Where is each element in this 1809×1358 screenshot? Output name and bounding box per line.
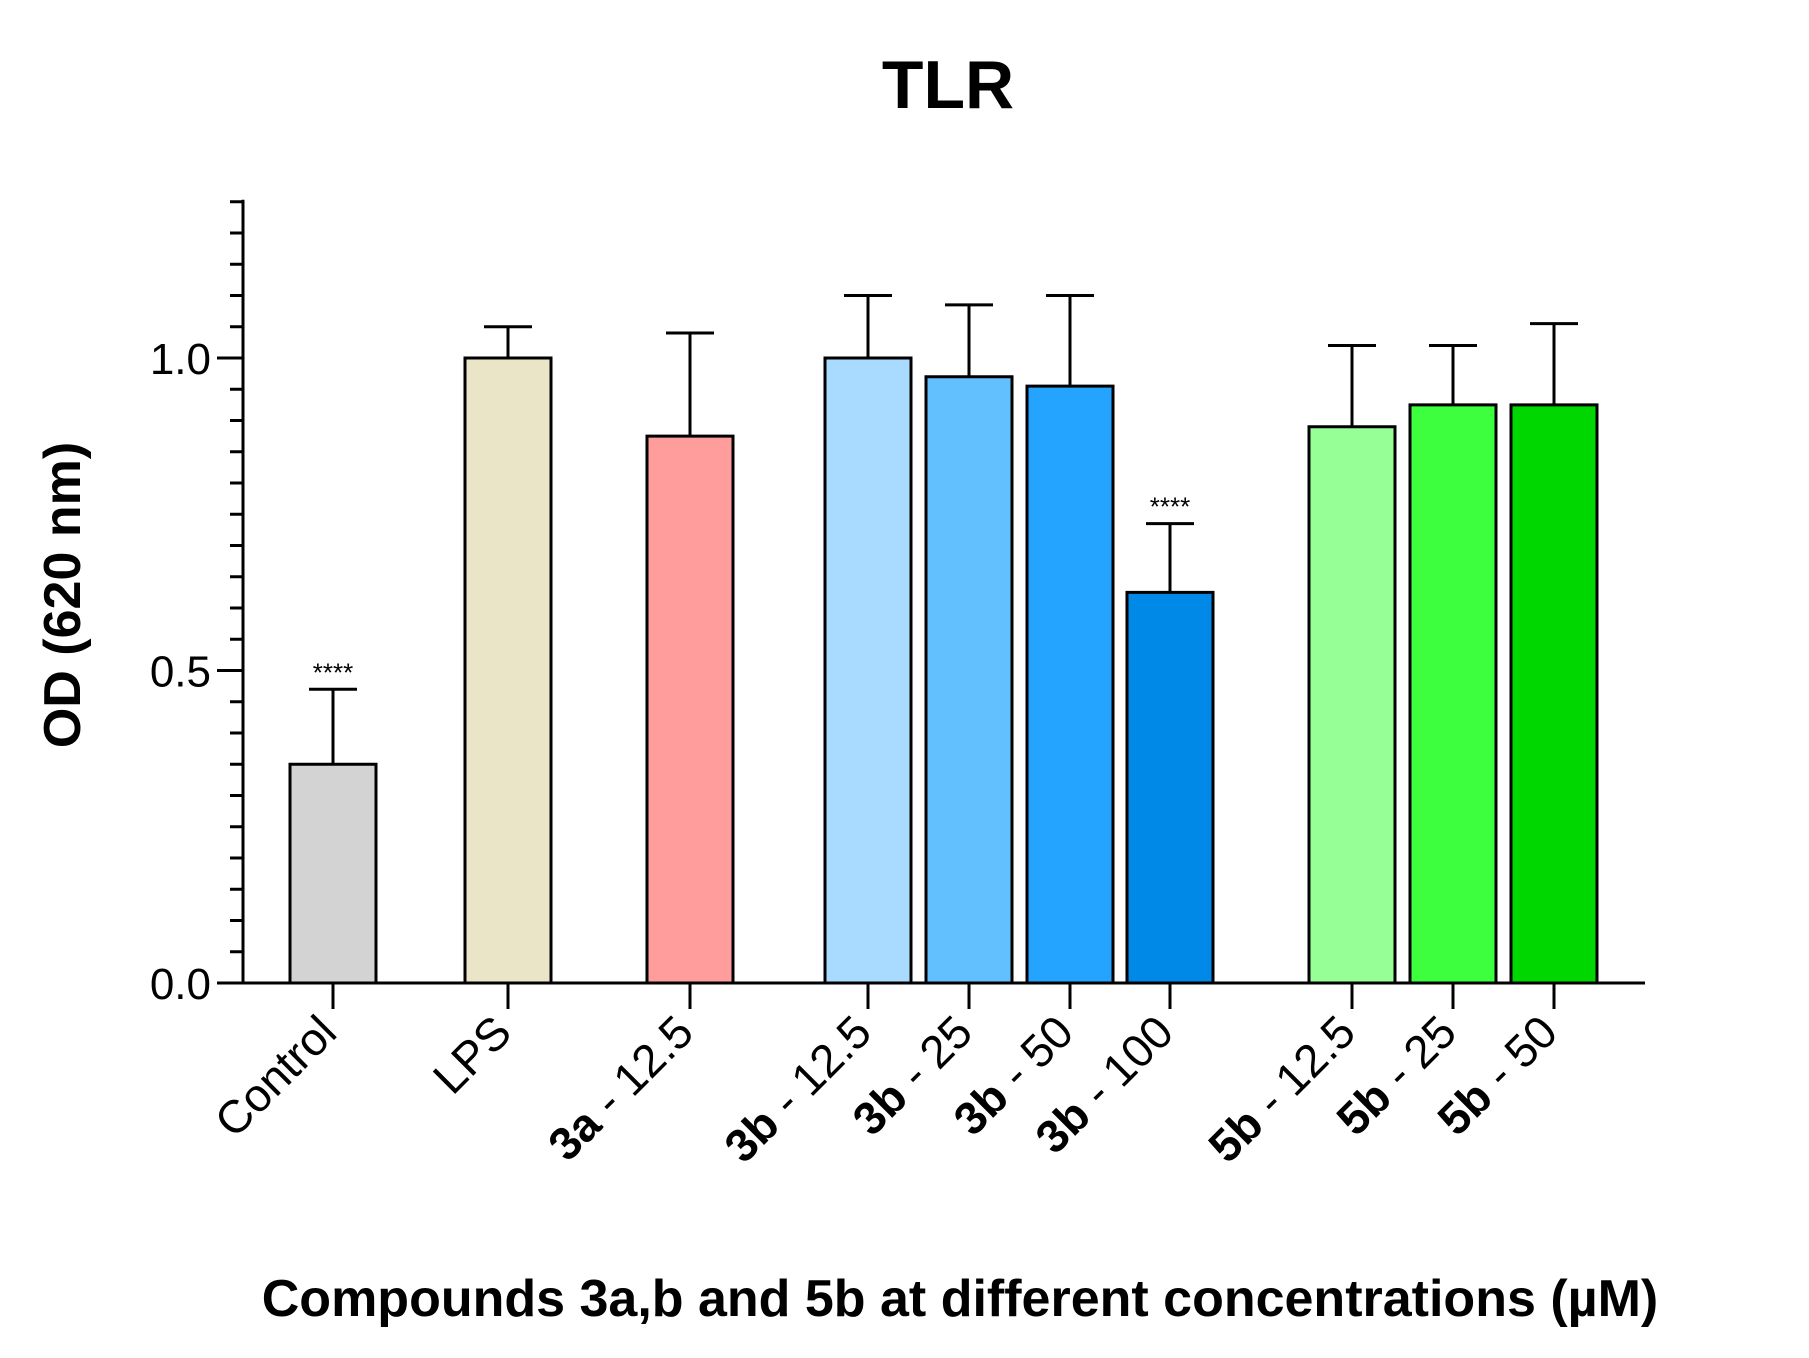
x-axis-title: Compounds 3a,b and 5b at different conce… xyxy=(262,1270,1658,1328)
bar-control xyxy=(288,762,378,985)
x-tick-label: LPS xyxy=(423,1005,521,1103)
bar-3a-12-5 xyxy=(645,434,735,985)
y-axis-title: OD (620 nm) xyxy=(34,442,92,748)
bar-3b-12-5 xyxy=(823,356,913,985)
x-tick-label: Control xyxy=(204,1005,346,1147)
significance-label: **** xyxy=(1150,492,1190,522)
significance-label: **** xyxy=(313,657,353,687)
bar-3b-100 xyxy=(1125,590,1215,985)
bar-3b-25 xyxy=(924,375,1014,985)
chart-title: TLR xyxy=(882,47,1014,123)
x-tick-label: 3b - 12.5 xyxy=(714,1005,881,1172)
y-tick-label: 0.5 xyxy=(150,648,211,697)
bar-5b-25 xyxy=(1408,403,1498,985)
y-tick-label: 0.0 xyxy=(150,960,211,1009)
bar-lps xyxy=(463,356,553,985)
bar-3b-50 xyxy=(1025,384,1115,985)
x-tick-label: 3a - 12.5 xyxy=(538,1005,703,1170)
bar-5b-12-5 xyxy=(1307,425,1397,985)
y-tick-label: 1.0 xyxy=(150,335,211,384)
bar-5b-50 xyxy=(1509,403,1599,985)
x-tick-label: 5b - 12.5 xyxy=(1198,1005,1365,1172)
